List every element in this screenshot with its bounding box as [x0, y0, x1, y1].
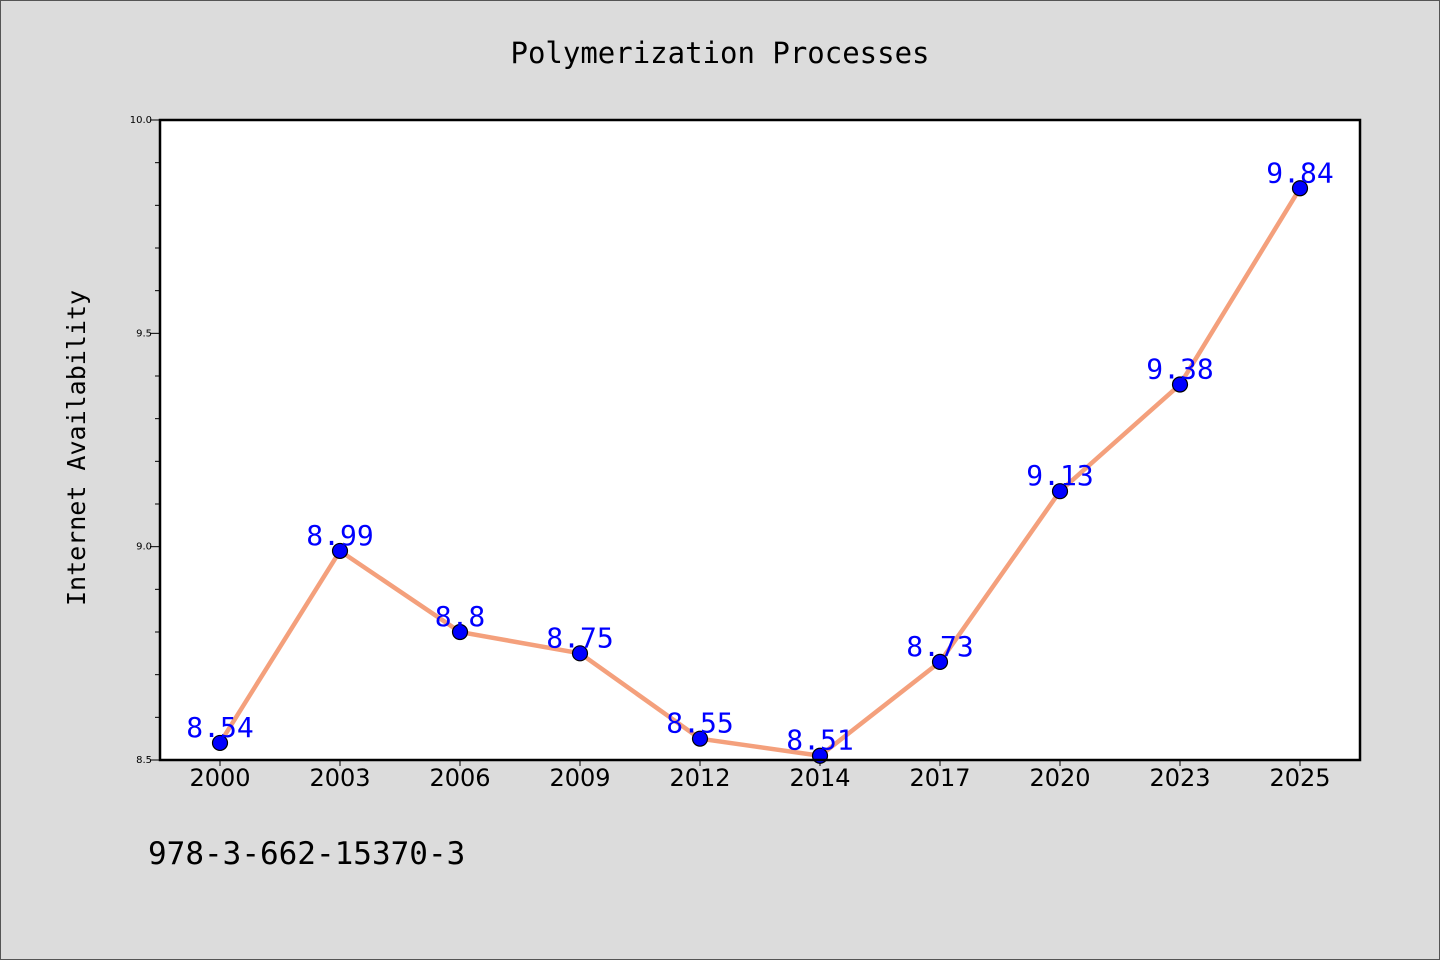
- y-tick-label: 10.0: [130, 115, 152, 126]
- y-tick-label: 8.5: [136, 755, 152, 766]
- x-tick-label: 2009: [549, 764, 610, 792]
- data-label: 8.73: [906, 630, 973, 663]
- y-axis-ticks: 8.5 9.0 9.5 10.0: [130, 115, 160, 766]
- data-point: [331, 542, 349, 560]
- y-tick-label: 9.5: [136, 328, 152, 339]
- data-point: [211, 734, 229, 752]
- data-point: [691, 730, 709, 747]
- data-label: 9.13: [1026, 459, 1093, 492]
- data-label: 8.99: [306, 519, 373, 552]
- x-tick-label: 2017: [909, 764, 970, 792]
- data-label: 8.55: [666, 707, 733, 740]
- plot-border: [158, 118, 1362, 762]
- y-axis-label: Internet Availability: [62, 290, 91, 606]
- x-tick-label: 2020: [1029, 764, 1090, 792]
- data-point: [1291, 180, 1309, 197]
- x-tick-label: 2006: [429, 764, 490, 792]
- x-tick-label: 2012: [669, 764, 730, 792]
- data-label: 8.75: [546, 621, 613, 654]
- data-point: [571, 645, 589, 662]
- series-line: [217, 186, 1303, 758]
- x-tick-label: 2025: [1269, 764, 1330, 792]
- chart-title: Polymerization Processes: [510, 36, 929, 70]
- series-group: 8.54 8.99 8.8 8.75 8.55 8.51 8.73 9.13 9.38 9.84: [186, 156, 1334, 764]
- data-label: 8.8: [435, 600, 486, 633]
- x-tick-label: 2014: [789, 764, 850, 792]
- plot-area: [160, 120, 1360, 760]
- data-point: [451, 623, 469, 641]
- data-label: 9.38: [1146, 353, 1213, 386]
- data-label: 8.51: [786, 724, 853, 757]
- x-tick-label: 2000: [189, 764, 250, 792]
- footer-code: 978-3-662-15370-3: [148, 836, 465, 872]
- data-label: 9.84: [1266, 156, 1333, 189]
- data-point: [1051, 483, 1069, 500]
- data-point: [931, 653, 949, 670]
- y-tick-label: 9.0: [136, 542, 152, 553]
- data-label: 8.54: [186, 711, 253, 744]
- x-tick-label: 2003: [309, 764, 370, 792]
- data-point: [1171, 376, 1189, 393]
- x-tick-label: 2023: [1149, 764, 1210, 792]
- x-axis-ticks: 2000 2003 2006 2009 2012 2014 2017 2020 2023 2025: [189, 760, 1331, 792]
